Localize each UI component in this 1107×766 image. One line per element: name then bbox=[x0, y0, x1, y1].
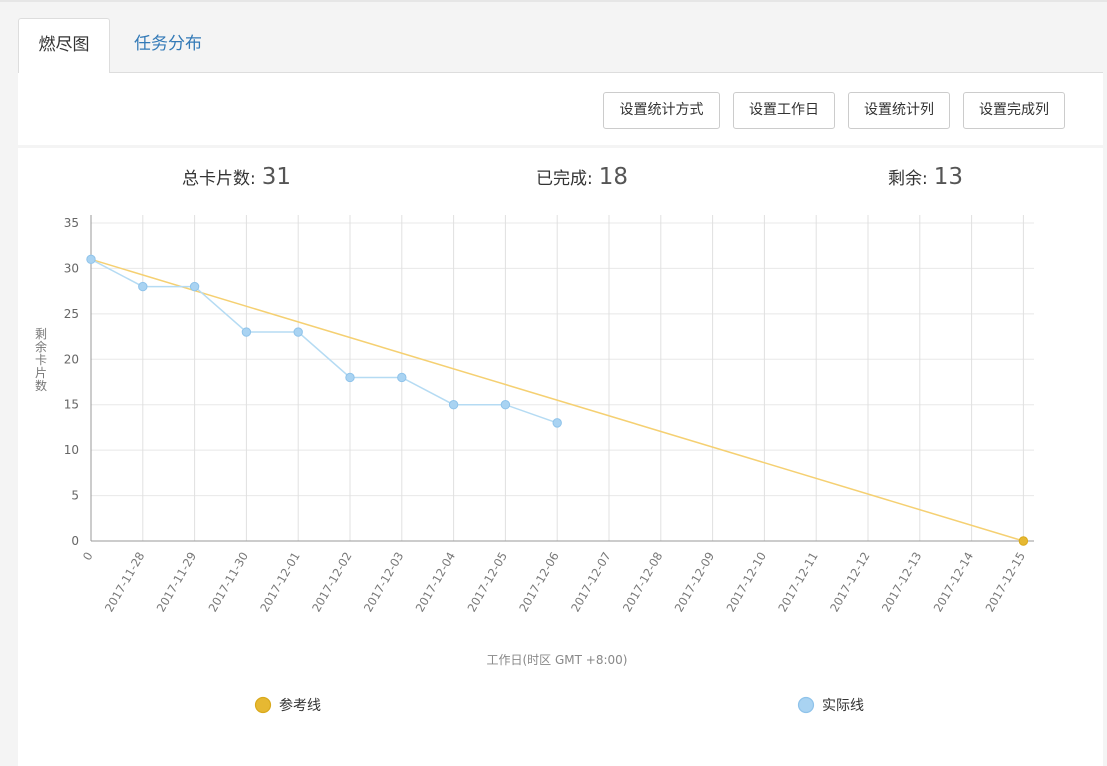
x-tick-label: 0 bbox=[80, 550, 96, 563]
chart-panel bbox=[18, 148, 1103, 766]
series-line-actual bbox=[90, 258, 558, 424]
stat-remaining-label: 剩余: bbox=[888, 169, 928, 189]
set-stat-method-button[interactable]: 设置统计方式 bbox=[603, 92, 720, 129]
x-tick-label: 2017-12-01 bbox=[257, 550, 303, 615]
x-tick-label: 2017-12-06 bbox=[516, 550, 562, 615]
y-axis-label-char: 片 bbox=[35, 366, 47, 380]
x-tick-label: 2017-12-11 bbox=[775, 550, 821, 615]
stat-done-value: 18 bbox=[598, 164, 629, 190]
stat-remaining-value: 13 bbox=[933, 164, 964, 190]
y-tick-label: 20 bbox=[64, 352, 79, 366]
set-workday-button[interactable]: 设置工作日 bbox=[733, 92, 835, 129]
x-tick-label: 2017-12-15 bbox=[982, 550, 1028, 615]
x-axis-label: 工作日(时区 GMT +8:00) bbox=[487, 653, 628, 667]
x-tick-label: 2017-12-02 bbox=[309, 550, 355, 615]
x-tick-label: 2017-12-09 bbox=[672, 550, 718, 615]
x-tick-label: 2017-12-07 bbox=[568, 550, 614, 615]
series-line-reference bbox=[90, 258, 1024, 542]
y-tick-label: 0 bbox=[71, 534, 79, 548]
x-tick-label: 2017-12-05 bbox=[464, 550, 510, 615]
y-axis-label-char: 余 bbox=[35, 339, 47, 354]
data-point-actual bbox=[448, 400, 459, 410]
data-point-actual bbox=[397, 372, 407, 383]
y-axis-label-char: 数 bbox=[35, 378, 47, 393]
stat-total-label: 总卡片数: bbox=[182, 169, 256, 189]
x-tick-label: 2017-12-10 bbox=[723, 550, 769, 615]
toolbar: 设置统计方式 设置工作日 设置统计列 设置完成列 bbox=[18, 72, 1103, 145]
x-tick-label: 2017-11-29 bbox=[154, 550, 200, 615]
x-tick-label: 2017-12-04 bbox=[413, 550, 459, 615]
stat-total: 总卡片数: 31 bbox=[182, 164, 291, 194]
y-tick-label: 15 bbox=[64, 398, 79, 412]
data-point-reference bbox=[1018, 536, 1029, 546]
x-tick-label: 2017-12-12 bbox=[827, 550, 873, 615]
x-tick-label: 2017-12-08 bbox=[620, 550, 666, 615]
x-tick-label: 2017-12-14 bbox=[931, 550, 977, 615]
data-point-actual bbox=[552, 418, 562, 428]
data-point-actual bbox=[500, 400, 511, 410]
data-point-actual bbox=[138, 281, 148, 292]
stat-remaining: 剩余: 13 bbox=[888, 164, 963, 194]
top-border bbox=[0, 0, 1107, 2]
stat-total-value: 31 bbox=[261, 164, 292, 190]
data-point-actual bbox=[293, 327, 303, 337]
data-point-actual bbox=[241, 327, 252, 337]
y-tick-label: 25 bbox=[64, 307, 79, 321]
y-axis-label-char: 剩 bbox=[35, 327, 47, 341]
tab-bar: 燃尽图 任务分布 bbox=[0, 18, 1107, 73]
stat-done: 已完成: 18 bbox=[536, 164, 628, 194]
x-tick-label: 2017-11-30 bbox=[205, 550, 251, 615]
y-tick-label: 30 bbox=[64, 261, 79, 275]
x-tick-label: 2017-12-03 bbox=[361, 550, 407, 615]
x-tick-label: 2017-11-28 bbox=[102, 550, 148, 615]
y-tick-label: 10 bbox=[64, 443, 79, 457]
y-tick-label: 5 bbox=[71, 489, 79, 503]
x-tick-label: 2017-12-13 bbox=[879, 550, 925, 615]
legend-marker-actual bbox=[797, 696, 815, 714]
legend-marker-reference bbox=[254, 696, 272, 714]
tab-burndown[interactable]: 燃尽图 bbox=[18, 18, 110, 73]
y-axis-label-char: 卡 bbox=[35, 353, 47, 367]
legend-label-reference: 参考线 bbox=[279, 697, 321, 714]
tab-task-distribution[interactable]: 任务分布 bbox=[134, 34, 202, 54]
data-point-actual bbox=[345, 372, 355, 383]
y-tick-label: 35 bbox=[64, 216, 79, 230]
data-point-actual bbox=[86, 254, 96, 265]
set-stat-column-button[interactable]: 设置统计列 bbox=[848, 92, 950, 129]
legend-label-actual: 实际线 bbox=[822, 698, 864, 714]
set-done-column-button[interactable]: 设置完成列 bbox=[963, 92, 1065, 129]
stat-done-label: 已完成: bbox=[536, 169, 593, 189]
data-point-actual bbox=[189, 281, 200, 292]
